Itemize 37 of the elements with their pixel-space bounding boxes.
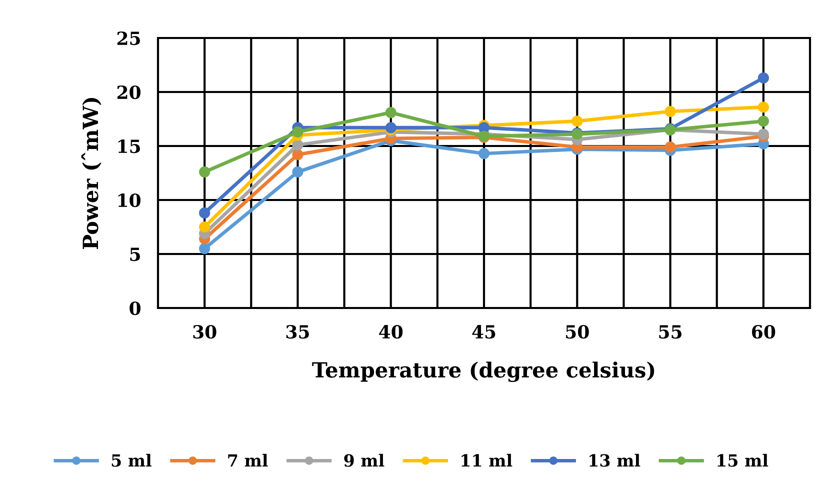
x-tick-label: 35 xyxy=(286,324,309,339)
point xyxy=(758,72,769,84)
x-tick-label: 30 xyxy=(193,324,216,339)
x-tick-label: 60 xyxy=(752,324,776,339)
point xyxy=(199,221,210,233)
y-tick-label: 0 xyxy=(130,301,140,316)
point xyxy=(385,106,396,118)
point xyxy=(292,139,304,150)
y-tick-label: 15 xyxy=(118,139,140,154)
legend-label: 7 ml xyxy=(228,454,268,467)
x-tick-label: 50 xyxy=(566,324,589,339)
y-axis-title: Power (ˆmW) xyxy=(81,98,102,250)
point xyxy=(664,106,676,117)
point xyxy=(199,166,210,178)
point xyxy=(758,116,769,127)
legend-label: 9 ml xyxy=(344,454,384,467)
y-tick-label: 5 xyxy=(130,248,140,262)
legend-label: 11 ml xyxy=(462,454,512,467)
x-tick-label: 55 xyxy=(659,325,682,339)
legend-label: 5 ml xyxy=(112,454,152,467)
x-tick-label: 40 xyxy=(379,324,403,339)
legend-label: 15 ml xyxy=(718,454,768,467)
y-tick-label: 20 xyxy=(117,85,140,100)
x-axis-title: Temperature (degree celsius) xyxy=(312,362,654,382)
y-tick-label: 10 xyxy=(118,193,140,208)
point xyxy=(199,207,210,219)
y-tick-label: 25 xyxy=(117,31,140,46)
point xyxy=(292,149,304,160)
x-tick-label: 45 xyxy=(472,324,496,339)
point xyxy=(664,142,676,153)
point xyxy=(572,116,583,127)
point xyxy=(199,243,210,254)
point xyxy=(758,102,769,113)
point xyxy=(478,148,490,160)
point xyxy=(292,126,304,138)
point xyxy=(292,166,304,178)
legend-label: 13 ml xyxy=(590,454,640,467)
